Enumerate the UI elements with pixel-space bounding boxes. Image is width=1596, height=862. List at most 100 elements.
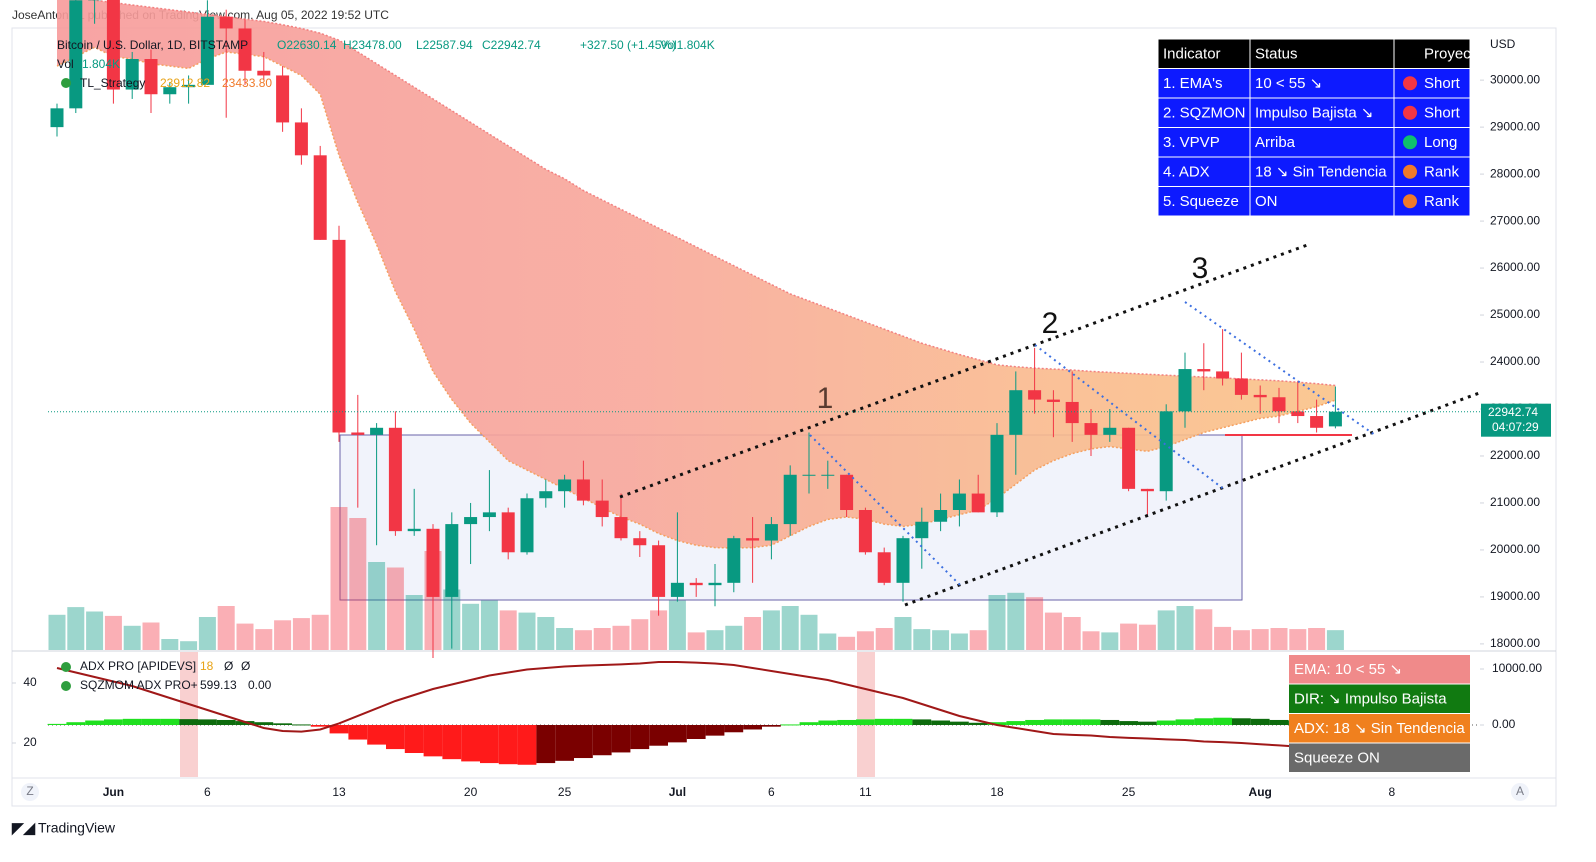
momentum-bar bbox=[630, 725, 650, 750]
volume-bar bbox=[932, 630, 950, 650]
candle-body bbox=[802, 474, 816, 476]
toolbar-button-label[interactable]: Z bbox=[26, 784, 33, 798]
ema-fast-line bbox=[56, 46, 1336, 549]
volume-bar bbox=[405, 595, 423, 650]
y-tick-label: 20000.00 bbox=[1490, 542, 1540, 556]
brand-name: TradingView bbox=[38, 820, 116, 836]
y-tick-label: 30000.00 bbox=[1490, 72, 1540, 86]
status-box-label: Squeeze ON bbox=[1294, 749, 1380, 766]
candle-body bbox=[1310, 416, 1324, 428]
status-box bbox=[1289, 743, 1470, 772]
toolbar-button[interactable] bbox=[1511, 783, 1529, 801]
momentum-bar bbox=[198, 719, 217, 726]
toolbar-button[interactable] bbox=[21, 783, 39, 801]
volume-bar bbox=[1176, 606, 1194, 650]
volume-bar bbox=[744, 617, 762, 650]
candle-body bbox=[388, 427, 402, 532]
vol-value: 1.804K bbox=[82, 57, 120, 71]
momentum-bar bbox=[122, 718, 142, 726]
status-box bbox=[1289, 684, 1470, 713]
momentum-bar bbox=[1081, 719, 1101, 726]
candle-body bbox=[708, 582, 722, 586]
volume-bar bbox=[687, 632, 705, 650]
momentum-bar bbox=[1156, 720, 1176, 726]
volume-bar bbox=[875, 628, 893, 650]
candle-body bbox=[633, 538, 647, 546]
wave-label: 3 bbox=[1192, 252, 1209, 285]
table-cell bbox=[1157, 38, 1251, 69]
candle-body bbox=[1009, 390, 1023, 435]
y-tick-label: 25000.00 bbox=[1490, 307, 1540, 321]
volume-bar bbox=[762, 610, 780, 650]
candle-body bbox=[746, 538, 760, 541]
annotations: 1 2 3 bbox=[619, 242, 1483, 607]
momentum-bar bbox=[912, 719, 932, 726]
candle-body bbox=[821, 474, 835, 476]
momentum-bar bbox=[423, 725, 443, 757]
momentum-bar bbox=[1232, 718, 1251, 726]
adx-line bbox=[56, 660, 1336, 750]
momentum-bar bbox=[705, 725, 725, 736]
candle-body bbox=[1028, 390, 1042, 400]
panel-legend: ADX PRO [APIDEVS] 18 Ø Ø SQZMOM ADX PRO+… bbox=[61, 659, 272, 692]
candle-body bbox=[106, 0, 120, 90]
volume-bar bbox=[1044, 612, 1062, 650]
x-tick-label: 13 bbox=[332, 785, 346, 799]
momentum-bar bbox=[235, 721, 255, 726]
currency-label: USD bbox=[1490, 37, 1516, 51]
momentum-bar bbox=[536, 725, 556, 764]
candle-body bbox=[482, 512, 496, 518]
candle-body bbox=[689, 582, 703, 586]
momentum-bar bbox=[574, 725, 593, 759]
momentum-bar bbox=[216, 719, 236, 726]
volume-bar bbox=[593, 628, 611, 650]
volume-bar bbox=[1251, 629, 1269, 650]
volume-bar bbox=[86, 611, 104, 650]
wave-line bbox=[1184, 301, 1376, 436]
momentum-bar bbox=[1119, 721, 1138, 726]
status-dot bbox=[1403, 135, 1417, 150]
x-tick-label: 25 bbox=[558, 785, 572, 799]
candle-body bbox=[990, 434, 1004, 513]
candle-body bbox=[670, 582, 684, 597]
candle-body bbox=[313, 155, 327, 240]
volume-bar bbox=[1289, 629, 1307, 650]
candle-body bbox=[652, 545, 666, 597]
volume-bar bbox=[198, 617, 216, 650]
table-cell bbox=[1249, 186, 1395, 217]
momentum-bar bbox=[1269, 719, 1289, 726]
momentum-bar bbox=[968, 722, 988, 726]
volume-bar bbox=[1063, 617, 1081, 650]
candle-body bbox=[294, 122, 308, 156]
momentum-bar bbox=[254, 722, 274, 726]
momentum-bar bbox=[66, 722, 86, 726]
momentum-bar bbox=[724, 725, 744, 733]
squeeze-highlight bbox=[180, 652, 198, 777]
volume-bar bbox=[1138, 624, 1156, 650]
y-tick-label: 18000.00 bbox=[1490, 636, 1540, 650]
volume-bar bbox=[574, 630, 592, 650]
volume-bar bbox=[650, 610, 668, 650]
candle-body bbox=[501, 512, 515, 553]
status-dot bbox=[1403, 105, 1417, 120]
volume-bar bbox=[969, 630, 987, 650]
table-cell-text: Status bbox=[1255, 46, 1298, 63]
y-tick-label: 22000.00 bbox=[1490, 448, 1540, 462]
volume-bar bbox=[1270, 628, 1288, 650]
symbol-legend: Bitcoin / U.S. Dollar, 1D, BITSTAMP O226… bbox=[57, 38, 715, 90]
candle-body bbox=[200, 16, 214, 85]
candle-body bbox=[219, 16, 233, 29]
volume-bar bbox=[255, 629, 273, 650]
momentum-bar bbox=[818, 720, 838, 726]
x-tick-label: 11 bbox=[859, 785, 872, 799]
candle-body bbox=[858, 510, 872, 553]
volume-bar bbox=[556, 628, 574, 650]
ohlc-close: C22942.74 bbox=[482, 38, 541, 52]
table-cell-text: Short bbox=[1424, 105, 1461, 122]
momentum-bar bbox=[893, 718, 913, 726]
volume-bar bbox=[913, 629, 931, 650]
mom-tick-label: 10000.00 bbox=[1492, 661, 1542, 675]
toolbar-button-label[interactable]: A bbox=[1516, 784, 1524, 798]
candle-body bbox=[971, 493, 985, 513]
candle-body bbox=[1065, 401, 1079, 424]
